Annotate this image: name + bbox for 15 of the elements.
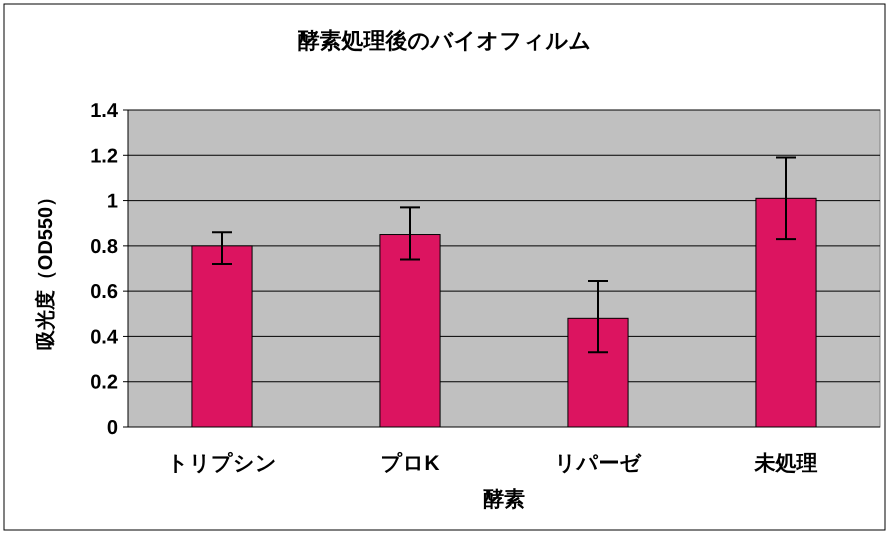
y-tick-label: 0.6 — [90, 281, 118, 304]
y-axis-title: 吸光度（OD550） — [34, 186, 57, 350]
x-tick-label: リパーゼ — [554, 452, 642, 475]
y-tick-label: 1.4 — [90, 100, 119, 122]
x-tick-label: プロK — [380, 451, 440, 475]
y-tick-label: 1 — [106, 190, 118, 213]
y-tick-label: 1.2 — [90, 145, 118, 168]
x-tick-label: トリプシン — [167, 451, 277, 475]
x-tick-label: 未処理 — [754, 452, 818, 475]
x-axis-title: 酵素 — [483, 488, 525, 511]
y-tick-label: 0.4 — [90, 326, 119, 348]
y-tick-label: 0.2 — [90, 372, 118, 394]
y-tick-label: 0 — [106, 417, 118, 439]
chart-title: 酵素処理後のバイオフィルム — [298, 28, 592, 53]
y-tick-label: 0.8 — [90, 236, 118, 258]
